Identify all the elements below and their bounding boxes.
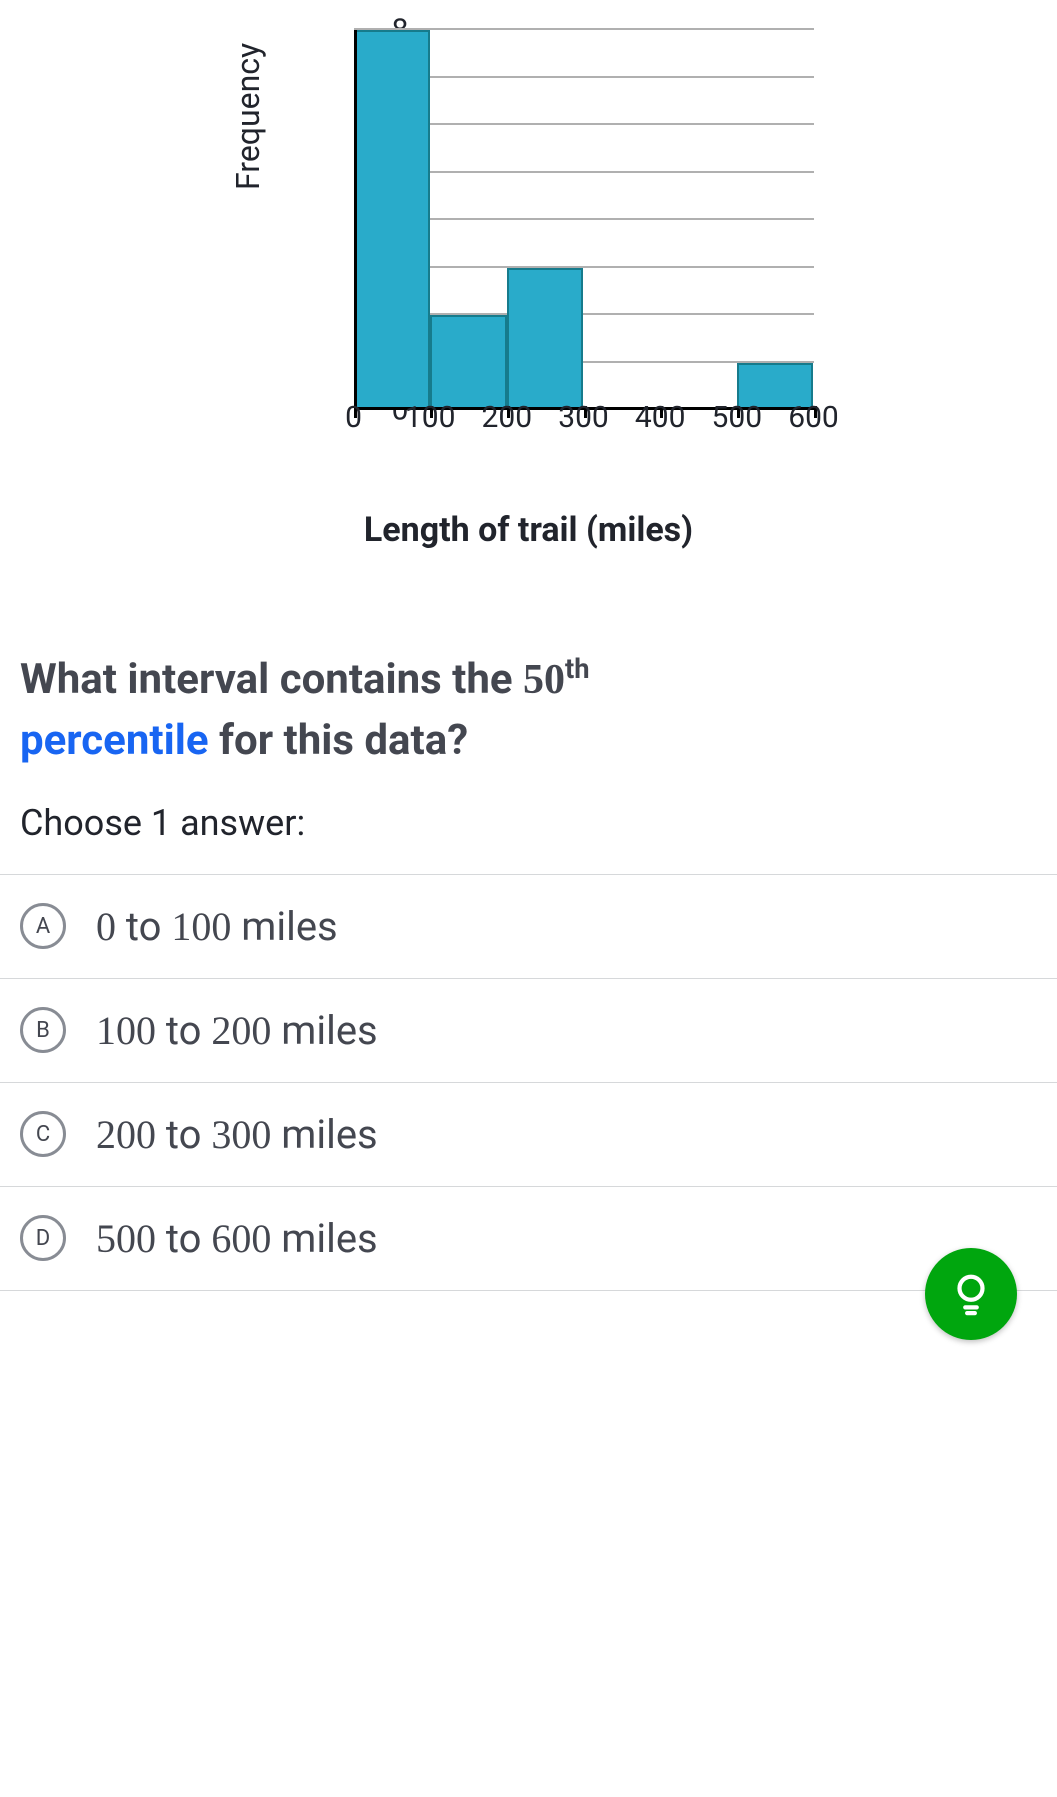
question-text: What interval contains the 50th percenti… — [0, 630, 1057, 772]
answer-option-c[interactable]: C 200 to 300 miles — [0, 1083, 1057, 1187]
plot-area — [354, 30, 814, 410]
lightbulb-icon — [948, 1271, 994, 1317]
x-axis-label: Length of trail (miles) — [179, 510, 879, 550]
xtick-100: 100 — [405, 400, 456, 435]
answer-option-a[interactable]: A 0 to 100 miles — [0, 875, 1057, 979]
xtick-300: 300 — [558, 400, 609, 435]
percentile-superscript: th — [565, 653, 590, 685]
question-prefix: What interval contains the — [20, 655, 523, 704]
histogram-bar — [430, 315, 507, 410]
histogram-bar — [507, 268, 584, 411]
answer-text-c: 200 to 300 miles — [96, 1111, 378, 1158]
page: Frequency 0 1 2 3 4 5 6 7 8 — [0, 10, 1057, 1410]
question-suffix: for this data? — [209, 716, 469, 765]
answer-text-d: 500 to 600 miles — [96, 1215, 378, 1262]
y-axis-label: Frequency — [229, 43, 267, 190]
xtick-0: 0 — [345, 400, 362, 435]
answer-radio-d[interactable]: D — [20, 1215, 66, 1261]
histogram-chart: Frequency 0 1 2 3 4 5 6 7 8 — [179, 10, 879, 570]
answer-radio-a[interactable]: A — [20, 903, 66, 949]
answer-text-a: 0 to 100 miles — [96, 903, 338, 950]
xtick-200: 200 — [482, 400, 533, 435]
hint-button[interactable] — [925, 1248, 1017, 1340]
xtick-600: 600 — [788, 400, 839, 435]
xtick-400: 400 — [635, 400, 686, 435]
answer-text-b: 100 to 200 miles — [96, 1007, 378, 1054]
y-axis-line — [354, 30, 357, 410]
answer-radio-c[interactable]: C — [20, 1111, 66, 1157]
answer-option-b[interactable]: B 100 to 200 miles — [0, 979, 1057, 1083]
answer-radio-b[interactable]: B — [20, 1007, 66, 1053]
xtick-500: 500 — [712, 400, 763, 435]
choose-prompt: Choose 1 answer: — [0, 772, 1057, 864]
percentile-link[interactable]: percentile — [20, 716, 209, 765]
answer-list: A 0 to 100 miles B 100 to 200 miles C 20… — [0, 874, 1057, 1291]
percentile-number: 50 — [523, 657, 565, 703]
answer-option-d[interactable]: D 500 to 600 miles — [0, 1187, 1057, 1291]
histogram-bar — [354, 30, 431, 410]
